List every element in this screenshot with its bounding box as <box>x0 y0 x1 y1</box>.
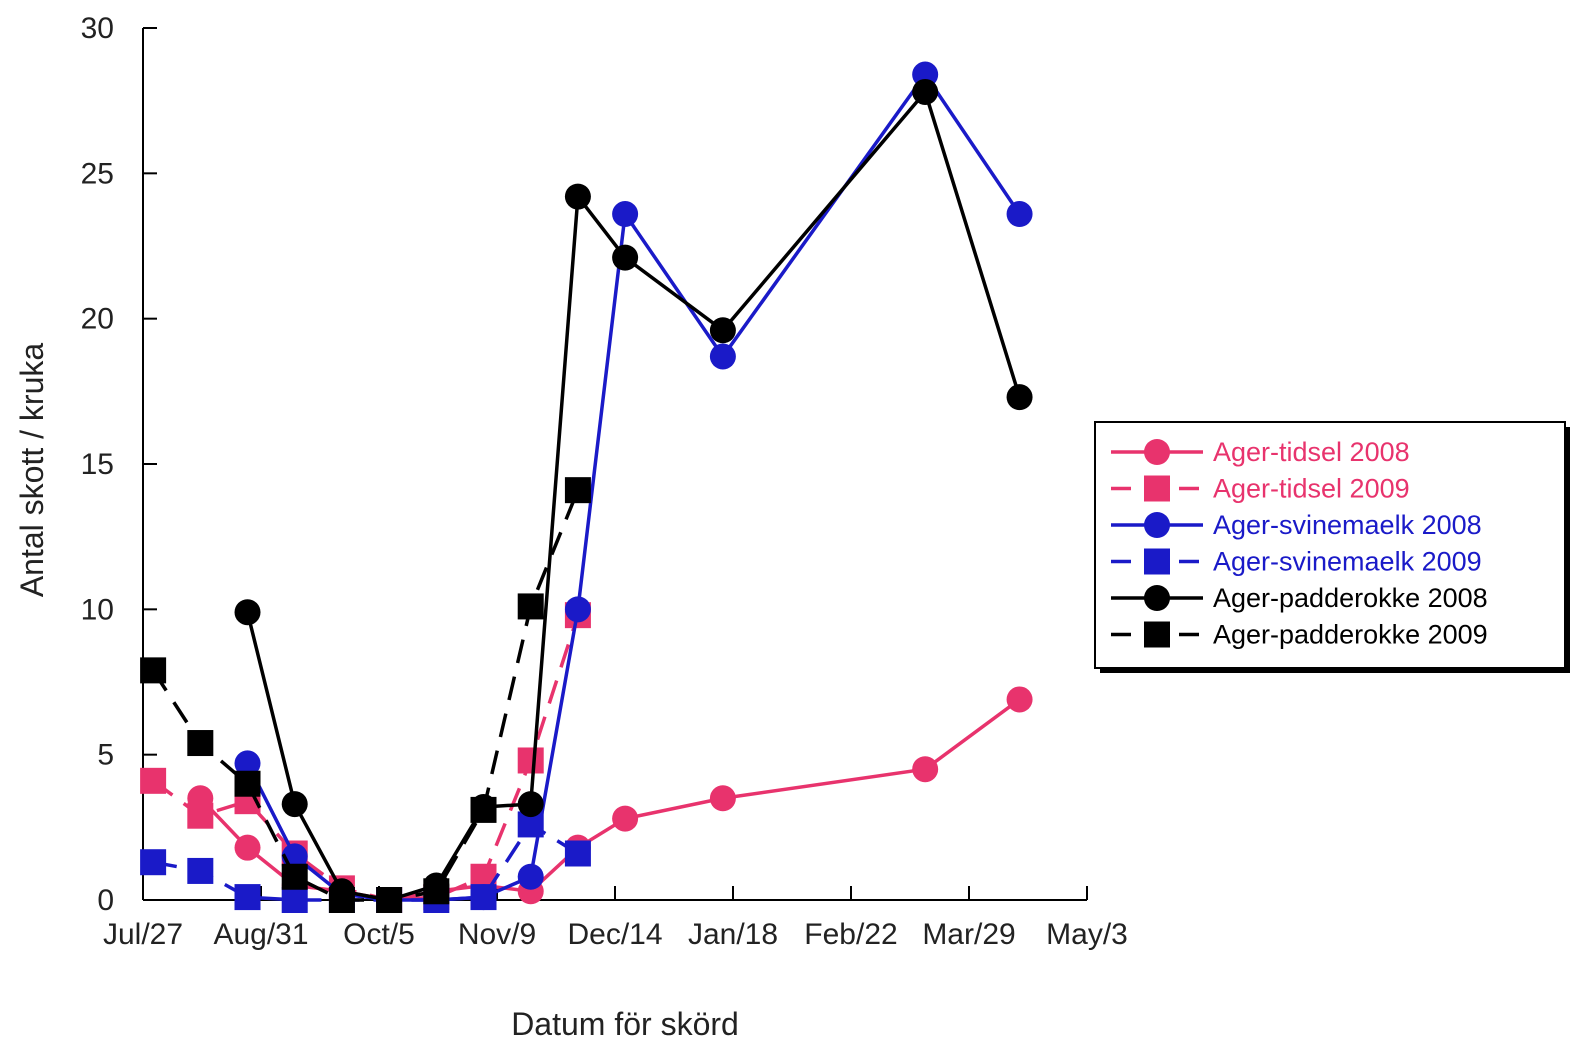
series-3 <box>234 61 1033 913</box>
data-point <box>912 756 939 783</box>
data-point <box>564 183 591 210</box>
x-tick-label: Jan/18 <box>688 918 778 951</box>
data-point <box>1006 201 1033 228</box>
data-point <box>187 857 214 884</box>
y-tick-label: 10 <box>81 593 114 626</box>
data-point <box>709 317 736 344</box>
data-point <box>423 878 450 905</box>
chart-axes: 0 5 10 15 20 25 30 Jul/27 Aug/31 Oct/5 Nov/9 Dec/14… <box>81 12 1128 951</box>
data-point <box>1006 686 1033 713</box>
data-point <box>564 840 591 867</box>
data-point <box>281 887 308 913</box>
legend-marker <box>1144 548 1170 575</box>
data-point <box>912 78 939 105</box>
series-line <box>151 489 580 902</box>
series-line <box>245 72 1022 902</box>
data-point <box>709 343 736 370</box>
legend-label: Ager-tidsel 2009 <box>1213 474 1410 504</box>
chart-series <box>140 61 1033 913</box>
legend-label: Ager-padderokke 2009 <box>1213 620 1488 650</box>
data-point <box>612 244 639 271</box>
series-line <box>245 90 1022 902</box>
x-tick-label: May/3 <box>1046 918 1128 951</box>
y-tick-label: 15 <box>81 448 114 481</box>
data-point <box>470 796 497 823</box>
data-point <box>140 657 167 684</box>
data-point <box>187 802 214 829</box>
y-axis-title: Antal skott / kruka <box>14 343 50 598</box>
y-tick-label: 25 <box>81 157 114 190</box>
data-point <box>281 791 308 818</box>
y-tick-label: 5 <box>97 739 114 772</box>
data-point <box>234 884 261 911</box>
x-tick-label: Aug/31 <box>213 918 308 951</box>
legend-label: Ager-svinemaelk 2008 <box>1213 510 1482 540</box>
legend-marker <box>1144 585 1170 611</box>
legend-marker <box>1144 621 1170 648</box>
data-point <box>1006 384 1033 411</box>
legend-label: Ager-tidsel 2008 <box>1213 437 1410 467</box>
data-point <box>234 770 261 797</box>
series-6 <box>140 477 591 913</box>
series-line <box>152 614 580 902</box>
data-point <box>612 201 639 228</box>
legend-marker <box>1144 512 1170 538</box>
data-point <box>517 747 544 774</box>
data-point <box>517 593 544 620</box>
data-point <box>140 767 167 794</box>
legend-marker <box>1144 439 1170 465</box>
data-point <box>234 750 261 777</box>
y-tick-label: 20 <box>81 303 114 336</box>
legend-label: Ager-svinemaelk 2009 <box>1213 547 1482 577</box>
data-point <box>564 596 591 623</box>
legend-box <box>1094 421 1566 669</box>
data-point <box>328 887 355 913</box>
data-point <box>517 791 544 818</box>
chart-legend: Ager-tidsel 2008 Ager-tidsel 2009 Ager-svi… <box>1094 421 1570 673</box>
data-point <box>612 805 639 832</box>
data-point <box>709 785 736 812</box>
data-point <box>281 863 308 890</box>
x-tick-label: Oct/5 <box>343 918 415 951</box>
legend-label: Ager-padderokke 2008 <box>1213 583 1488 613</box>
data-point <box>376 887 403 913</box>
data-point <box>517 863 544 890</box>
x-tick-label: Nov/9 <box>458 918 536 951</box>
series-line <box>199 698 1021 902</box>
y-tick-label: 0 <box>97 884 114 917</box>
series-1 <box>187 686 1033 913</box>
data-point <box>470 884 497 911</box>
y-tick-label: 30 <box>81 12 114 45</box>
x-axis-title: Datum för skörd <box>511 1006 739 1041</box>
x-tick-label: Mar/29 <box>922 918 1015 951</box>
x-tick-label: Dec/14 <box>567 918 662 951</box>
series-line <box>152 822 579 902</box>
data-point <box>234 834 261 861</box>
x-tick-label: Feb/22 <box>804 918 897 951</box>
data-point <box>234 599 261 626</box>
legend-marker <box>1144 475 1170 502</box>
data-point <box>187 730 214 757</box>
data-point <box>140 849 167 876</box>
data-point <box>564 477 591 504</box>
x-tick-label: Jul/27 <box>103 918 183 951</box>
series-5 <box>234 78 1033 913</box>
